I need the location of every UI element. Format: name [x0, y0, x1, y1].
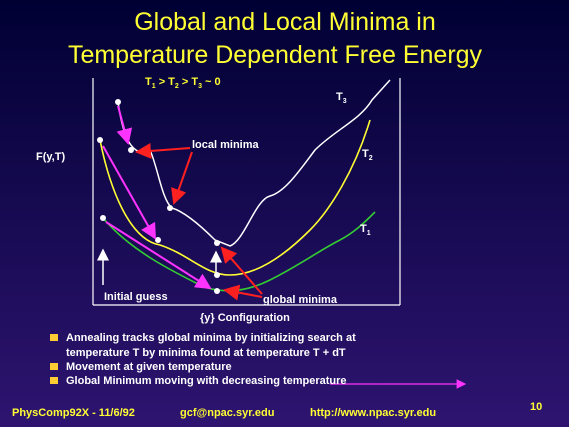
bullet: temperature T by minima found at tempera…	[66, 347, 346, 359]
footer: http://www.npac.syr.edu	[310, 407, 436, 419]
movement-arrows	[102, 105, 467, 389]
bullet: Global Minimum moving with decreasing te…	[66, 375, 347, 387]
page-number: 10	[530, 401, 542, 413]
title: Temperature Dependent Free Energy	[68, 41, 483, 69]
annotation: Initial guess	[104, 291, 168, 303]
curve-label: T1	[360, 223, 371, 237]
footer: PhysComp92X - 11/6/92	[12, 407, 135, 419]
annotation: local minima	[192, 139, 260, 151]
title: Global and Local Minima in	[134, 8, 436, 36]
curve-t2	[99, 119, 371, 276]
annotation: global minima	[263, 294, 338, 306]
points	[97, 99, 220, 294]
bullet: Movement at given temperature	[66, 361, 232, 373]
y-axis-label: F(y,T)	[36, 151, 65, 163]
bullet: Annealing tracks global minima by initia…	[66, 332, 356, 344]
curve-label: T3	[336, 91, 347, 105]
pointer-arrows	[135, 142, 263, 301]
curve-t1	[102, 211, 376, 292]
up-arrows	[97, 248, 222, 285]
bullet-icons	[50, 334, 58, 384]
condition: T1 > T2 > T3 ~ 0	[145, 76, 221, 90]
curve-label: T2	[362, 148, 373, 162]
x-axis-label: {y} Configuration	[200, 312, 290, 324]
footer: gcf@npac.syr.edu	[180, 407, 274, 419]
axes	[92, 78, 401, 306]
